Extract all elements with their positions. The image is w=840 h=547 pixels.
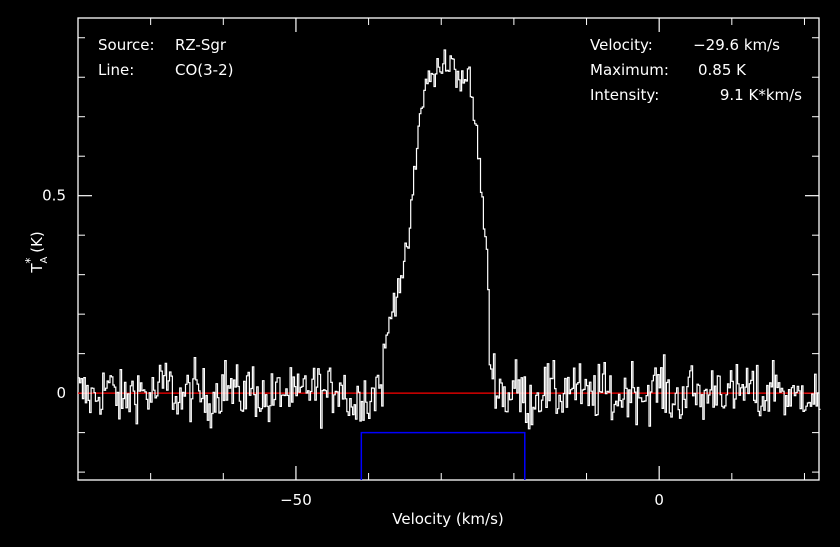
source-label: Source: [98, 36, 155, 54]
intensity-value: 9.1 K*km/s [720, 86, 802, 104]
line-value: CO(3-2) [175, 61, 233, 79]
x-tick-label: 0 [654, 491, 664, 509]
velocity-value: −29.6 km/s [693, 36, 780, 54]
integration-window [360, 431, 526, 480]
x-axis-label: Velocity (km/s) [392, 510, 503, 528]
plot-frame [77, 17, 820, 481]
maximum-value: 0.85 K [698, 61, 747, 79]
line-label: Line: [98, 61, 134, 79]
maximum-label: Maximum: [590, 61, 669, 79]
y-axis-label: TA* (K) [23, 231, 50, 273]
x-tick-label: −50 [280, 491, 312, 509]
integration-window-group [360, 431, 526, 480]
svg-text:TA* (K): TA* (K) [23, 231, 50, 273]
intensity-label: Intensity: [590, 86, 659, 104]
axis-ticks: −50 0 0 0.5 [42, 18, 819, 509]
y-tick-label: 0 [56, 384, 66, 402]
velocity-label: Velocity: [590, 36, 653, 54]
spectrum-series-group [78, 49, 821, 430]
source-value: RZ-Sgr [175, 36, 227, 54]
spectrum-line [78, 49, 821, 430]
y-tick-label: 0.5 [42, 187, 66, 205]
